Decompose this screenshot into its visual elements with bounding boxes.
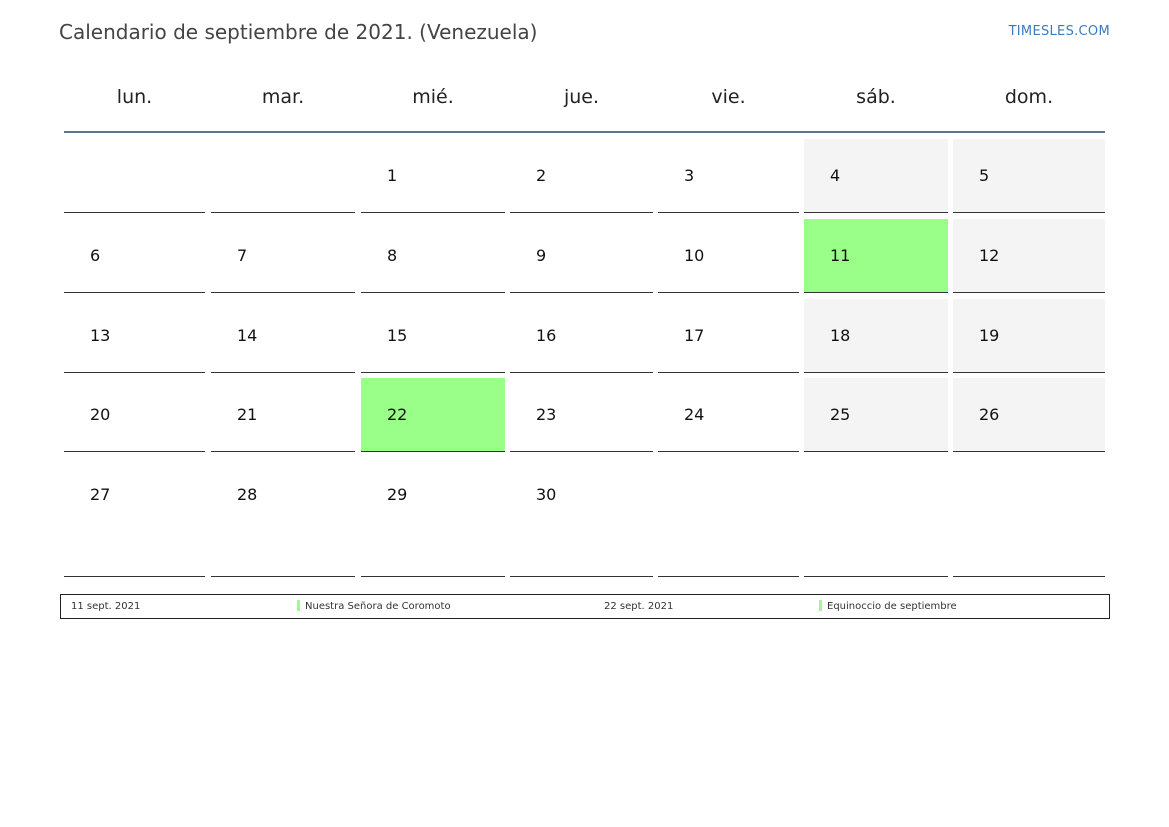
day-cell: 29 xyxy=(361,458,505,577)
holiday-name: Equinoccio de septiembre xyxy=(827,601,957,612)
day-number: 21 xyxy=(237,405,258,424)
day-cell xyxy=(211,139,355,213)
day-cell: 8 xyxy=(361,219,505,293)
day-cell xyxy=(658,458,799,577)
day-cell: 27 xyxy=(64,458,205,577)
day-number: 8 xyxy=(387,246,398,265)
day-cell: 10 xyxy=(658,219,799,293)
day-cell: 26 xyxy=(953,378,1105,452)
holiday-date: 11 sept. 2021 xyxy=(71,601,141,612)
holiday-name: Nuestra Señora de Coromoto xyxy=(305,601,451,612)
day-cell: 7 xyxy=(211,219,355,293)
day-cell: 3 xyxy=(658,139,799,213)
day-number: 18 xyxy=(830,326,851,345)
day-number: 3 xyxy=(684,166,695,185)
day-cell: 4 xyxy=(804,139,948,213)
day-number: 25 xyxy=(830,405,851,424)
day-cell: 14 xyxy=(211,299,355,373)
day-number: 17 xyxy=(684,326,705,345)
day-number: 30 xyxy=(536,485,557,504)
weekday: mar. xyxy=(261,86,305,108)
day-cell: 22 xyxy=(361,378,505,452)
weekday: dom. xyxy=(1004,86,1054,108)
weekday: sáb. xyxy=(856,86,896,108)
day-cell: 21 xyxy=(211,378,355,452)
day-number: 1 xyxy=(387,166,398,185)
day-number: 9 xyxy=(536,246,547,265)
day-cell: 20 xyxy=(64,378,205,452)
day-number: 4 xyxy=(830,166,841,185)
day-cell: 13 xyxy=(64,299,205,373)
header-rule xyxy=(64,131,1105,133)
day-number: 11 xyxy=(830,246,851,265)
day-cell: 5 xyxy=(953,139,1105,213)
day-cell: 18 xyxy=(804,299,948,373)
day-number: 2 xyxy=(536,166,547,185)
day-cell: 19 xyxy=(953,299,1105,373)
weekday: jue. xyxy=(563,86,600,108)
day-cell: 16 xyxy=(510,299,653,373)
day-number: 22 xyxy=(387,405,408,424)
day-cell xyxy=(64,139,205,213)
day-number: 16 xyxy=(536,326,557,345)
site-link[interactable]: TIMESLES.COM xyxy=(1008,24,1110,39)
day-number: 24 xyxy=(684,405,705,424)
day-number: 23 xyxy=(536,405,557,424)
day-number: 15 xyxy=(387,326,408,345)
day-cell: 2 xyxy=(510,139,653,213)
day-number: 14 xyxy=(237,326,258,345)
day-cell: 9 xyxy=(510,219,653,293)
day-cell: 11 xyxy=(804,219,948,293)
weekday: lun. xyxy=(116,86,153,108)
day-cell: 15 xyxy=(361,299,505,373)
holiday-marker xyxy=(819,600,822,611)
day-number: 5 xyxy=(979,166,990,185)
day-cell: 17 xyxy=(658,299,799,373)
day-number: 13 xyxy=(90,326,111,345)
day-cell: 24 xyxy=(658,378,799,452)
day-number: 12 xyxy=(979,246,1000,265)
weekday: vie. xyxy=(711,86,746,108)
day-number: 27 xyxy=(90,485,111,504)
day-number: 26 xyxy=(979,405,1000,424)
day-number: 6 xyxy=(90,246,101,265)
day-cell: 23 xyxy=(510,378,653,452)
day-number: 19 xyxy=(979,326,1000,345)
holiday-marker xyxy=(297,600,300,611)
day-number: 29 xyxy=(387,485,408,504)
day-number: 10 xyxy=(684,246,705,265)
day-cell: 1 xyxy=(361,139,505,213)
day-number: 28 xyxy=(237,485,258,504)
day-cell: 12 xyxy=(953,219,1105,293)
day-cell: 30 xyxy=(510,458,653,577)
day-cell: 25 xyxy=(804,378,948,452)
weekday: mié. xyxy=(412,86,454,108)
day-cell xyxy=(804,458,948,577)
day-cell xyxy=(953,458,1105,577)
day-number: 20 xyxy=(90,405,111,424)
day-cell: 6 xyxy=(64,219,205,293)
legend: 11 sept. 2021 Nuestra Señora de Coromoto 2… xyxy=(60,594,1110,619)
holiday-date: 22 sept. 2021 xyxy=(604,601,674,612)
title: Calendario de septiembre de 2021. (Venez… xyxy=(59,20,538,44)
day-cell: 28 xyxy=(211,458,355,577)
day-number: 7 xyxy=(237,246,248,265)
